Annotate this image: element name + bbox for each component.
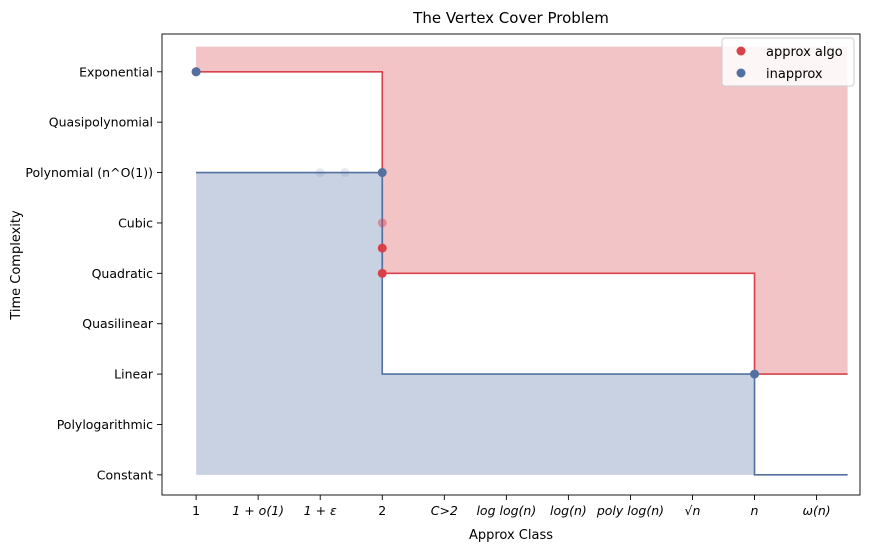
plot-frame bbox=[161, 33, 861, 496]
legend-box bbox=[721, 37, 855, 87]
approx-algo-region bbox=[196, 46, 848, 375]
inapprox-point-1 bbox=[377, 168, 387, 178]
y-tick-label-1: Polylogarithmic bbox=[57, 417, 153, 432]
approx-algo-point-2 bbox=[377, 243, 387, 253]
inapprox-point-3 bbox=[315, 168, 325, 178]
y-tick-label-6: Polynomial (n^O(1)) bbox=[25, 165, 153, 180]
y-tick-label-7: Quasipolynomial bbox=[49, 115, 153, 130]
y-axis-label: Time Complexity bbox=[9, 210, 24, 321]
y-tick-label-3: Quasilinear bbox=[82, 316, 154, 331]
x-tick-label-1: 1 + o(1) bbox=[232, 503, 284, 518]
legend-marker-inapprox bbox=[736, 68, 746, 78]
x-tick-label-7: poly log(n) bbox=[596, 503, 664, 518]
legend: approx algo inapprox bbox=[721, 37, 855, 87]
y-tick-label-2: Linear bbox=[114, 367, 154, 382]
plot-area bbox=[191, 46, 848, 476]
x-axis-label: Approx Class bbox=[469, 528, 553, 543]
inapprox-step-line bbox=[196, 171, 848, 476]
x-tick-label-8: √n bbox=[685, 503, 701, 518]
x-tick-label-3: 2 bbox=[378, 503, 386, 518]
inapprox-point-0 bbox=[191, 67, 201, 77]
x-tick-label-6: log(n) bbox=[550, 503, 587, 518]
legend-label-inapprox: inapprox bbox=[766, 67, 823, 82]
approx-algo-point-3 bbox=[377, 218, 387, 228]
x-tick-label-2: 1 + ε bbox=[304, 503, 337, 518]
x-tick-label-10: ω(n) bbox=[802, 503, 830, 518]
legend-label-approx-algo: approx algo bbox=[766, 45, 843, 60]
y-axis: Constant Polylogarithmic Linear Quasilinear… bbox=[25, 64, 162, 482]
y-tick-label-0: Constant bbox=[97, 467, 153, 482]
approx-algo-point-1 bbox=[377, 268, 387, 278]
x-tick-label-0: 1 bbox=[192, 503, 200, 518]
x-tick-label-5: log log(n) bbox=[476, 503, 536, 518]
inapprox-region bbox=[196, 172, 848, 475]
legend-marker-approx-algo bbox=[736, 46, 746, 56]
inapprox-point-2 bbox=[750, 369, 760, 379]
inapprox-point-4 bbox=[340, 168, 350, 178]
approx-algo-step-line bbox=[196, 70, 848, 375]
y-tick-label-5: Cubic bbox=[118, 215, 153, 230]
chart-title: The Vertex Cover Problem bbox=[412, 9, 609, 27]
x-axis: 1 1 + o(1) 1 + ε 2 C>2 log log(n) log(n) poly l… bbox=[192, 495, 831, 518]
x-tick-label-9: n bbox=[751, 503, 759, 518]
y-tick-label-8: Exponential bbox=[79, 64, 153, 79]
y-tick-label-4: Quadratic bbox=[92, 266, 154, 281]
x-tick-label-4: C>2 bbox=[431, 503, 458, 518]
